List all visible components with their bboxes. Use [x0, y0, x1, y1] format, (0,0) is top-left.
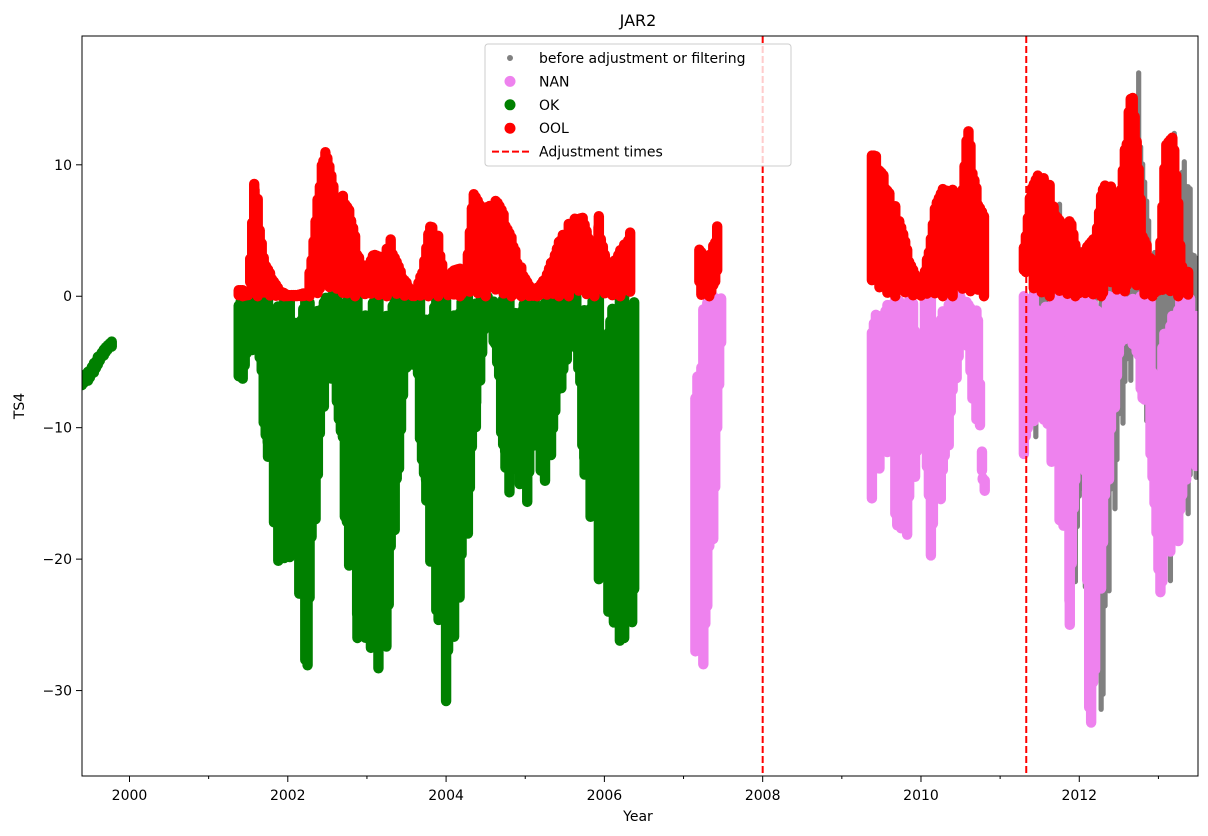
y-tick-label: 0: [63, 289, 72, 305]
legend-label: OK: [539, 98, 560, 114]
y-tick-label: −20: [42, 552, 72, 568]
series-nan: [690, 291, 1198, 728]
y-axis: 10 0 −10 −20 −30: [42, 158, 82, 700]
legend: before adjustment or filtering NAN OK OOL Ad…: [484, 43, 792, 167]
legend-box: [484, 43, 792, 167]
x-axis-title: Year: [622, 809, 653, 825]
series-ok: [82, 291, 640, 707]
plot-area: [82, 70, 1198, 728]
y-axis-title: TS4: [12, 393, 28, 420]
x-axis: 2000 2002 2004 2006 2008 2010 2012: [112, 776, 1159, 804]
legend-marker: [504, 75, 516, 87]
legend-label: OOL: [539, 121, 569, 137]
legend-marker: [507, 55, 513, 61]
x-tick-label: 2006: [587, 788, 623, 804]
x-tick-label: 2010: [903, 788, 939, 804]
x-tick-label: 2002: [270, 788, 306, 804]
legend-marker: [504, 99, 516, 111]
legend-label: before adjustment or filtering: [539, 51, 746, 67]
series-ool: [233, 92, 1194, 302]
y-tick-label: −10: [42, 421, 72, 437]
y-tick-label: −30: [42, 684, 72, 700]
x-tick-label: 2000: [112, 788, 148, 804]
legend-label: NAN: [539, 74, 570, 90]
x-tick-label: 2008: [745, 788, 781, 804]
x-tick-label: 2004: [428, 788, 464, 804]
plot-frame: [81, 35, 1199, 777]
x-tick-label: 2012: [1061, 788, 1097, 804]
legend-marker: [504, 122, 516, 134]
chart-title: JAR2: [619, 11, 657, 30]
legend-label: Adjustment times: [539, 145, 663, 161]
y-tick-label: 10: [54, 158, 72, 174]
